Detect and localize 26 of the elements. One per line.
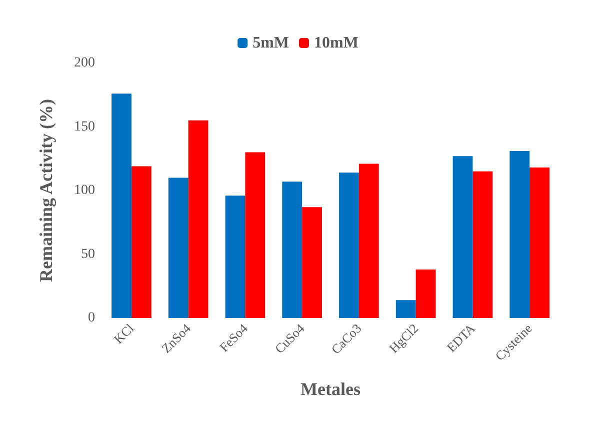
bar <box>416 270 436 318</box>
legend-label: 10mM <box>314 34 358 52</box>
bar <box>510 150 530 318</box>
y-tick-label: 50 <box>81 246 95 262</box>
bar <box>396 300 416 318</box>
bar <box>339 172 359 318</box>
y-axis-title: Remaining Activity (%) <box>36 99 56 282</box>
bar <box>452 156 473 318</box>
bar <box>188 120 208 318</box>
y-tick-label: 100 <box>74 183 95 198</box>
y-tick-label: 200 <box>74 56 95 70</box>
y-tick-label: 0 <box>88 310 95 326</box>
bar <box>225 196 246 318</box>
bar <box>472 171 493 318</box>
bar <box>302 207 322 318</box>
x-axis-title: Metales <box>300 379 360 399</box>
x-tick-label: KCl <box>110 320 138 347</box>
bar <box>358 164 379 318</box>
bar <box>282 182 302 318</box>
bar <box>245 152 266 318</box>
bar <box>530 168 550 318</box>
legend-label: 5mM <box>252 34 290 52</box>
bar <box>168 178 188 318</box>
bar <box>131 166 152 318</box>
y-tick-label: 150 <box>74 119 95 134</box>
bar <box>112 94 132 318</box>
